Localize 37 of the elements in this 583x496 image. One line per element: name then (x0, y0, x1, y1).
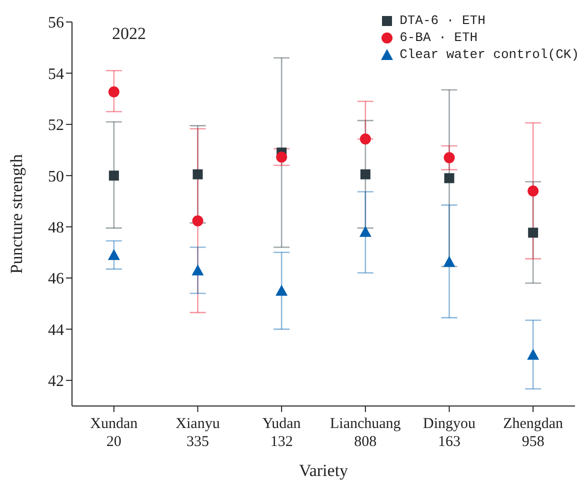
y-axis-title: Puncture strength (7, 154, 26, 274)
point (108, 86, 120, 98)
x-tick-label: Zhengdan 958 (503, 416, 564, 450)
point (108, 170, 119, 181)
point (443, 256, 456, 267)
point (192, 215, 204, 226)
point (276, 152, 288, 163)
x-tick-label: Lianchuang 808 (330, 416, 402, 450)
annotation: 2022 (112, 24, 146, 44)
point (359, 226, 372, 237)
legend-label: Clear water control(CK) (400, 46, 579, 63)
x-tick-label: Xianyu 335 (176, 416, 220, 450)
point (528, 185, 539, 196)
point (108, 248, 120, 260)
y-tick-label: 50 (48, 168, 64, 186)
legend-label: 6-BA · ETH (400, 29, 478, 46)
x-axis-title: Variety (298, 461, 349, 480)
point (360, 169, 370, 180)
x-tick-label: Yudan 132 (262, 416, 302, 450)
point (528, 228, 538, 238)
y-tick-label: 54 (48, 66, 64, 83)
y-tick-label: 56 (48, 14, 64, 32)
y-tick-label: 52 (48, 117, 64, 134)
point (276, 284, 288, 296)
y-tick-label: 42 (48, 373, 64, 390)
point (444, 173, 454, 184)
point (192, 169, 203, 180)
y-tick-label: 46 (48, 270, 64, 288)
point (444, 152, 455, 164)
x-tick-label: Xundan 20 (90, 416, 138, 450)
x-tick-label: Dingyou 163 (423, 416, 476, 450)
y-tick-label: 48 (48, 219, 64, 236)
point (360, 133, 371, 144)
point (192, 264, 204, 276)
point (527, 348, 540, 360)
legend-label: DTA-6 · ETH (400, 12, 486, 29)
y-tick-label: 44 (48, 322, 64, 339)
